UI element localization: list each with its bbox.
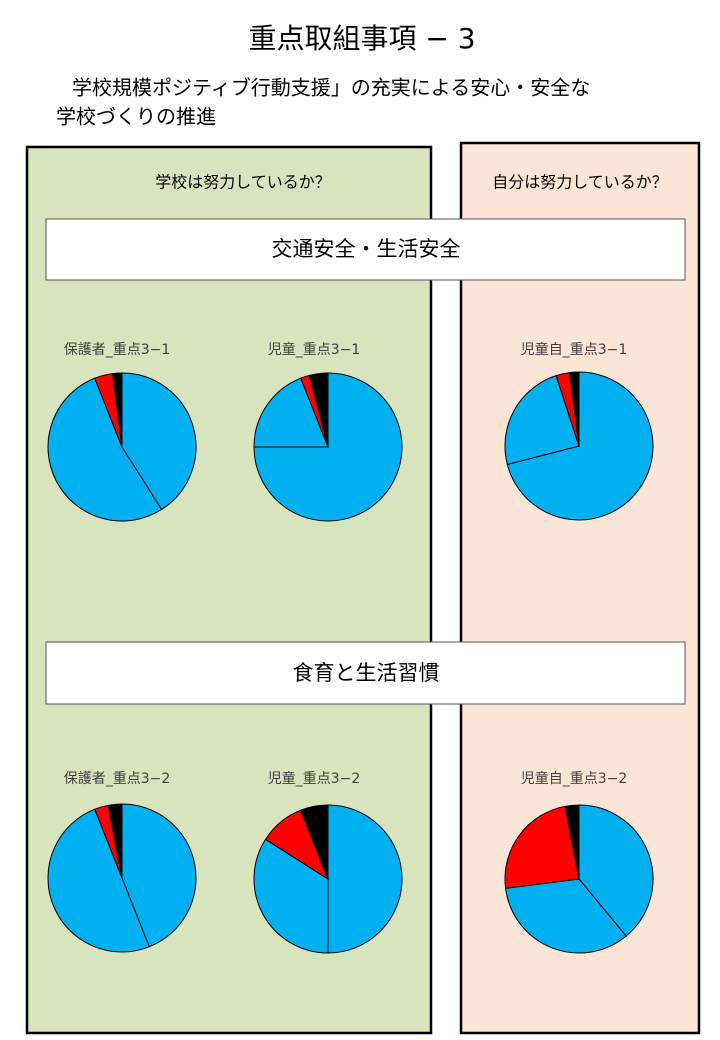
chart-title: 保護者_重点3−2 <box>64 771 171 787</box>
subtitle-line: 学校規模ポジティブ行動支援」の充実による安心・安全な <box>72 76 590 100</box>
pie-slice <box>300 804 329 880</box>
pie-slice <box>578 804 654 937</box>
page-title: 重点取組事項 − 3 <box>248 22 475 55</box>
pie-slice <box>308 372 329 448</box>
pie-slice <box>505 878 627 954</box>
pie-slice <box>327 804 403 954</box>
panel-label: 学校は努力しているか？ <box>155 173 331 192</box>
chart-title: 保護者_重点3−1 <box>64 342 171 358</box>
pie-slice <box>112 372 123 448</box>
pie-slice <box>504 374 580 466</box>
section-box <box>45 641 686 705</box>
pie-slice <box>253 377 329 448</box>
subtitle-line: 学校づくりの推進 <box>56 105 216 129</box>
chart-title: 児童自_重点3−1 <box>521 341 628 358</box>
chart-title: 児童_重点3−1 <box>268 341 361 358</box>
pie-slice <box>569 371 580 447</box>
pie-slice <box>564 804 580 880</box>
pie-slice <box>253 372 403 522</box>
pie-slice <box>121 803 197 948</box>
pie-slice <box>47 808 150 953</box>
chart-title: 児童自_重点3−2 <box>521 770 628 787</box>
pie-slice <box>504 805 580 889</box>
chart-title: 児童_重点3−2 <box>268 770 361 787</box>
pie-slice <box>506 371 654 521</box>
panel-label: 自分は努力しているか？ <box>492 173 668 192</box>
pie-slice <box>47 377 163 522</box>
section-label: 食育と生活習慣 <box>293 661 440 685</box>
section-label: 交通安全・生活安全 <box>272 237 461 261</box>
section-box <box>45 218 686 281</box>
pie-slice <box>107 803 123 879</box>
